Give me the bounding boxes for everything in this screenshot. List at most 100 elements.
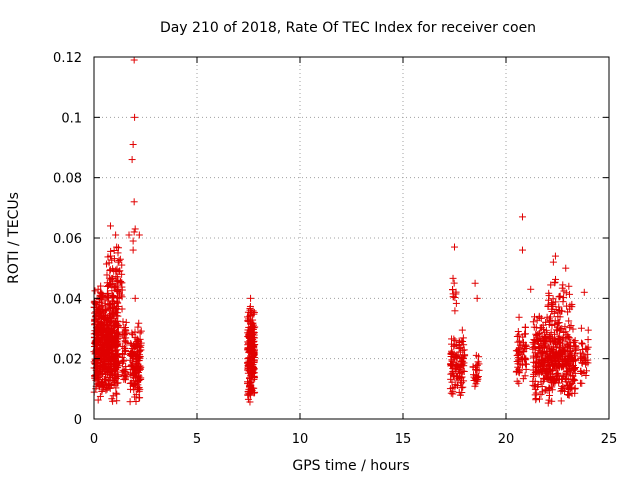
data-point (551, 317, 559, 325)
data-point (118, 330, 126, 338)
data-point (115, 267, 123, 275)
data-point (135, 366, 143, 374)
data-point (112, 389, 120, 397)
data-point (129, 237, 137, 245)
data-point (93, 307, 101, 315)
data-point (456, 343, 464, 351)
data-point (120, 350, 128, 358)
data-point (137, 327, 145, 335)
data-point (120, 334, 128, 342)
data-point (451, 293, 459, 301)
data-point (557, 397, 565, 405)
data-point (116, 267, 124, 275)
data-point (107, 276, 115, 284)
data-point (131, 381, 139, 389)
data-point (562, 375, 570, 383)
data-point (249, 316, 257, 324)
data-point (542, 364, 550, 372)
data-point (129, 358, 137, 366)
data-point (114, 258, 122, 266)
data-point (559, 363, 567, 371)
data-point (552, 306, 560, 314)
data-point (112, 375, 120, 383)
data-point (130, 377, 138, 385)
y-tick-label: 0.1 (61, 111, 82, 126)
data-point (101, 296, 109, 304)
data-point (456, 373, 464, 381)
data-point (520, 338, 528, 346)
data-point (97, 308, 105, 316)
data-point (542, 370, 550, 378)
y-tick-label: 0.04 (53, 292, 82, 307)
data-point (134, 373, 142, 381)
data-point (128, 341, 136, 349)
data-point (448, 286, 456, 294)
data-point (450, 335, 458, 343)
data-point (243, 313, 251, 321)
data-point (250, 364, 258, 372)
data-point (545, 332, 553, 340)
data-point (555, 339, 563, 347)
data-point (97, 366, 105, 374)
data-point (515, 313, 523, 321)
data-point (109, 310, 117, 318)
data-point (126, 398, 134, 406)
data-point (104, 360, 112, 368)
plot-frame (93, 56, 610, 420)
data-point (569, 361, 577, 369)
data-point (136, 365, 144, 373)
data-point (451, 307, 459, 315)
data-point (519, 333, 527, 341)
data-point (513, 377, 521, 385)
data-point (544, 399, 552, 407)
data-point (554, 371, 562, 379)
data-point (103, 349, 111, 357)
data-point (128, 156, 136, 164)
data-point (569, 325, 577, 333)
data-point (104, 321, 112, 329)
data-point (518, 361, 526, 369)
data-point (545, 289, 553, 297)
data-point (93, 329, 101, 337)
data-point (248, 361, 256, 369)
data-point (247, 349, 255, 357)
data-point (100, 315, 108, 323)
data-point (119, 366, 127, 374)
data-point (566, 363, 574, 371)
data-point (136, 329, 144, 337)
data-point (560, 294, 568, 302)
data-point (96, 354, 104, 362)
data-point (125, 231, 133, 239)
data-point (136, 365, 144, 373)
data-point (446, 385, 454, 393)
data-point (549, 366, 557, 374)
data-point (127, 348, 135, 356)
data-point (250, 337, 258, 345)
data-point (533, 331, 541, 339)
data-point (533, 316, 541, 324)
data-point (91, 316, 99, 324)
data-point (134, 385, 142, 393)
data-point (109, 346, 117, 354)
axis-ticks: 0 5 10 15 20 25 0 0.02 0.04 0.06 0.08 0.1 0.12 (53, 51, 617, 447)
data-point (120, 356, 128, 364)
data-point (515, 369, 523, 377)
data-point (250, 321, 258, 329)
data-point (449, 293, 457, 301)
data-point (581, 352, 589, 360)
y-tick-label: 0 (74, 413, 82, 428)
data-point (98, 388, 106, 396)
data-point (560, 329, 568, 337)
data-point (520, 345, 528, 353)
data-point (529, 318, 537, 326)
data-point (118, 305, 126, 313)
x-tick-label: 5 (193, 432, 201, 447)
data-point (529, 373, 537, 381)
data-point (108, 303, 116, 311)
data-point (450, 279, 458, 287)
data-point (567, 322, 575, 330)
data-point (131, 328, 139, 336)
data-point (546, 362, 554, 370)
data-point (565, 335, 573, 343)
